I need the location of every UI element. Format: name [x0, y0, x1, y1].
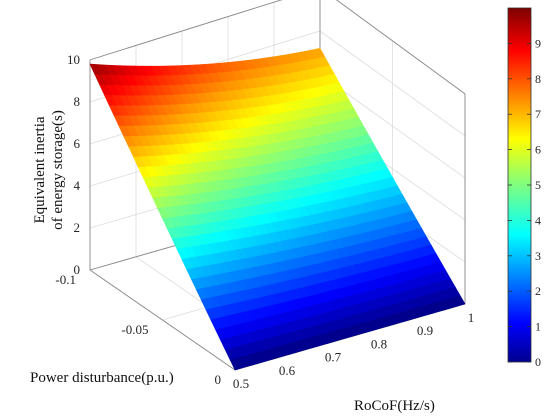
x-tick-label: 0.6	[279, 363, 296, 378]
side-wall-gridline-z	[319, 30, 466, 137]
y-tick-label: -0.05	[121, 322, 148, 337]
z-tick-label: 0	[74, 262, 81, 277]
colorbar-tick-label: 8	[535, 72, 541, 86]
colorbar-tick-label: 3	[535, 249, 541, 263]
colorbar-tick-label: 2	[535, 284, 541, 298]
colorbar-tick-label: 7	[535, 107, 541, 121]
colorbar-tick-label: 9	[535, 36, 541, 50]
z-tick-label: 10	[67, 52, 80, 67]
x-tick-label: 0.8	[371, 336, 387, 351]
surface-mesh	[89, 47, 466, 371]
z-axis-label-line2: of energy storage(s)	[50, 110, 66, 230]
x-axis-label: RoCoF(Hz/s)	[354, 398, 435, 414]
top-edge	[335, 0, 466, 95]
z-axis-label-line1: Equivalent inertia	[32, 116, 48, 223]
z-tick-label: 8	[74, 94, 81, 109]
top-edge	[89, 0, 283, 61]
z-tick-label: 6	[74, 136, 81, 151]
back-wall-gridline-z	[89, 0, 283, 61]
z-axis-ticks: 0 2 4 6 8 10	[67, 52, 81, 277]
y-tick-label: 0	[215, 372, 222, 387]
y-axis-label: Power disturbance(p.u.)	[30, 370, 174, 386]
colorbar-tick-label: 1	[535, 320, 541, 334]
x-axis-ticks: 0.5 0.6 0.7 0.8 0.9 1	[233, 310, 474, 391]
colorbar-tick-label: 5	[535, 178, 541, 192]
y-axis-line	[89, 269, 236, 371]
z-tick-label: 4	[74, 178, 81, 193]
y-tick-label: -0.1	[55, 272, 76, 287]
x-tick-label: 1	[468, 310, 475, 325]
x-tick-label: 0.7	[325, 350, 342, 365]
z-tick-label: 2	[74, 220, 81, 235]
x-tick-label: 0.9	[417, 323, 433, 338]
y-axis-ticks: 0 -0.05 -0.1	[55, 272, 221, 387]
colorbar-tick-label: 4	[535, 213, 541, 227]
x-tick-label: 0.5	[233, 376, 249, 391]
colorbar-tick-label: 0	[535, 355, 541, 369]
colorbar-ticks: 0 1 2 3 4 5 6 7 8 9	[508, 36, 541, 369]
surface-patch	[452, 295, 466, 307]
colorbar-tick-label: 6	[535, 143, 541, 157]
